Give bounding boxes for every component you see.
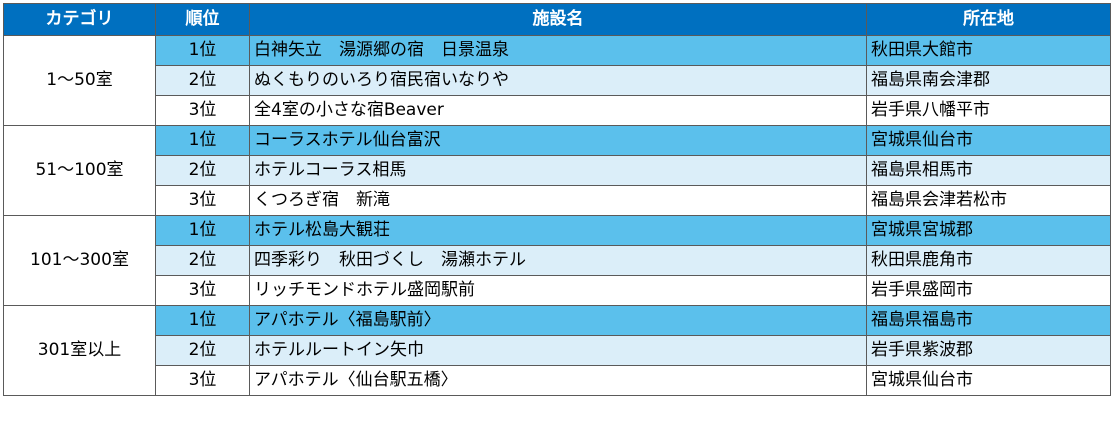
facility-name-cell: リッチモンドホテル盛岡駅前 bbox=[249, 275, 867, 306]
table-row: 2位 ホテルコーラス相馬 福島県相馬市 bbox=[4, 155, 1111, 186]
rank-cell: 3位 bbox=[155, 185, 250, 216]
category-cell: 51～100室 bbox=[3, 125, 156, 216]
table-row: 3位 全4室の小さな宿Beaver 岩手県八幡平市 bbox=[4, 95, 1111, 126]
location-cell: 秋田県大館市 bbox=[866, 35, 1111, 66]
facility-name-cell: ぬくもりのいろり宿民宿いなりや bbox=[249, 65, 867, 96]
table-row: 2位 ホテルルートイン矢巾 岩手県紫波郡 bbox=[4, 335, 1111, 366]
location-cell: 岩手県八幡平市 bbox=[866, 95, 1111, 126]
location-cell: 福島県南会津郡 bbox=[866, 65, 1111, 96]
rank-cell: 2位 bbox=[155, 335, 250, 366]
header-rank: 順位 bbox=[155, 3, 250, 36]
location-cell: 福島県会津若松市 bbox=[866, 185, 1111, 216]
category-cell: 101～300室 bbox=[3, 215, 156, 306]
facility-name-cell: 四季彩り 秋田づくし 湯瀬ホテル bbox=[249, 245, 867, 276]
rank-cell: 2位 bbox=[155, 155, 250, 186]
location-cell: 宮城県仙台市 bbox=[866, 125, 1111, 156]
location-cell: 岩手県盛岡市 bbox=[866, 275, 1111, 306]
location-cell: 秋田県鹿角市 bbox=[866, 245, 1111, 276]
location-cell: 岩手県紫波郡 bbox=[866, 335, 1111, 366]
rank-cell: 2位 bbox=[155, 245, 250, 276]
category-cell: 1～50室 bbox=[3, 35, 156, 126]
table-row: 301室以上 1位 アパホテル〈福島駅前〉 福島県福島市 bbox=[3, 305, 1111, 396]
facility-name-cell: コーラスホテル仙台富沢 bbox=[249, 125, 867, 156]
ranking-table: カテゴリ 順位 施設名 所在地 1～50室 1位 白神矢立 湯源郷の宿 日景温泉… bbox=[3, 3, 1111, 396]
rank-cell: 3位 bbox=[155, 95, 250, 126]
table-row: 51～100室 1位 コーラスホテル仙台富沢 宮城県仙台市 bbox=[3, 125, 1111, 216]
table-row: 3位 くつろぎ宿 新滝 福島県会津若松市 bbox=[4, 185, 1111, 216]
facility-name-cell: アパホテル〈福島駅前〉 bbox=[249, 305, 867, 336]
rank-cell: 3位 bbox=[155, 365, 250, 396]
facility-name-cell: アパホテル〈仙台駅五橋〉 bbox=[249, 365, 867, 396]
table-row: 2位 四季彩り 秋田づくし 湯瀬ホテル 秋田県鹿角市 bbox=[4, 245, 1111, 276]
rank-cell: 1位 bbox=[155, 35, 250, 66]
header-row: カテゴリ 順位 施設名 所在地 bbox=[3, 3, 1111, 36]
facility-name-cell: ホテル松島大観荘 bbox=[249, 215, 867, 246]
table-row: 101～300室 1位 ホテル松島大観荘 宮城県宮城郡 bbox=[3, 215, 1111, 306]
category-cell: 301室以上 bbox=[3, 305, 156, 396]
table-row: 2位 ぬくもりのいろり宿民宿いなりや 福島県南会津郡 bbox=[4, 65, 1111, 96]
rank-cell: 1位 bbox=[155, 125, 250, 156]
facility-name-cell: 白神矢立 湯源郷の宿 日景温泉 bbox=[249, 35, 867, 66]
location-cell: 福島県福島市 bbox=[866, 305, 1111, 336]
table-row: 3位 アパホテル〈仙台駅五橋〉 宮城県仙台市 bbox=[4, 365, 1111, 396]
facility-name-cell: くつろぎ宿 新滝 bbox=[249, 185, 867, 216]
table-row: 1～50室 1位 白神矢立 湯源郷の宿 日景温泉 秋田県大館市 bbox=[3, 35, 1111, 126]
rank-cell: 2位 bbox=[155, 65, 250, 96]
header-category: カテゴリ bbox=[3, 3, 156, 36]
location-cell: 宮城県仙台市 bbox=[866, 365, 1111, 396]
rank-cell: 1位 bbox=[155, 215, 250, 246]
facility-name-cell: 全4室の小さな宿Beaver bbox=[249, 95, 867, 126]
rank-cell: 3位 bbox=[155, 275, 250, 306]
facility-name-cell: ホテルコーラス相馬 bbox=[249, 155, 867, 186]
location-cell: 宮城県宮城郡 bbox=[866, 215, 1111, 246]
location-cell: 福島県相馬市 bbox=[866, 155, 1111, 186]
rank-cell: 1位 bbox=[155, 305, 250, 336]
table-row: 3位 リッチモンドホテル盛岡駅前 岩手県盛岡市 bbox=[4, 275, 1111, 306]
facility-name-cell: ホテルルートイン矢巾 bbox=[249, 335, 867, 366]
header-facility: 施設名 bbox=[249, 3, 867, 36]
header-location: 所在地 bbox=[866, 3, 1111, 36]
